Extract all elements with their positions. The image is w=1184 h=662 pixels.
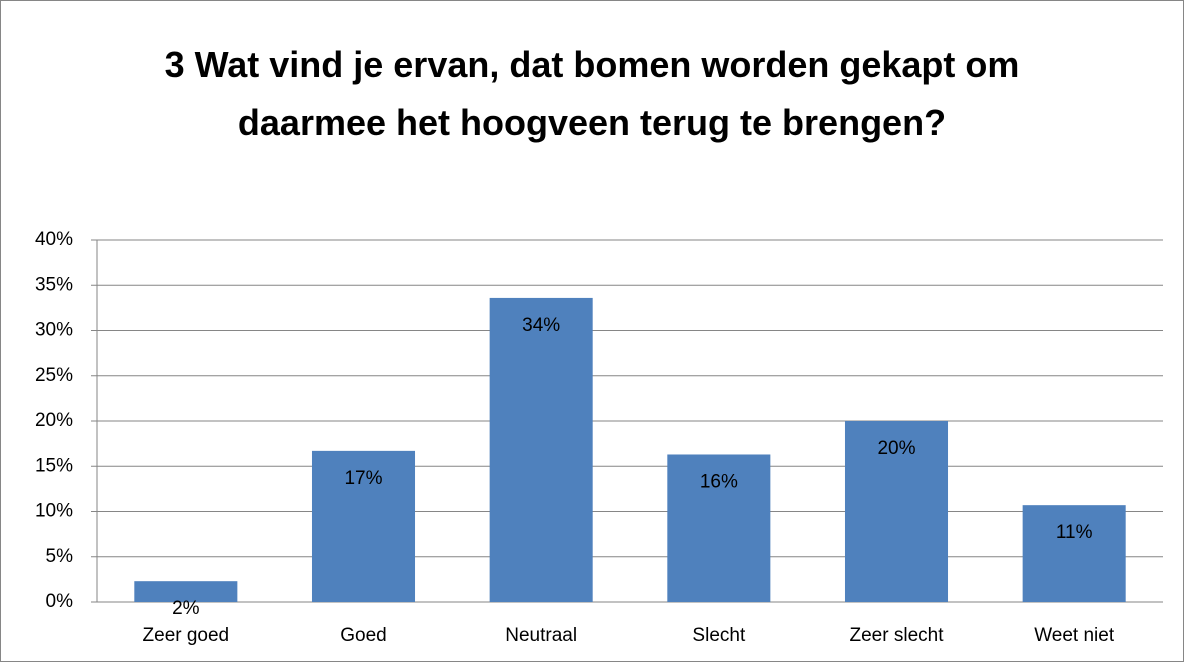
bar <box>667 454 771 602</box>
value-label: 11% <box>1056 522 1093 543</box>
y-tick-label: 5% <box>46 546 74 567</box>
value-label: 16% <box>700 472 738 493</box>
y-tick-label: 40% <box>35 229 73 250</box>
value-label: 17% <box>344 468 382 489</box>
y-tick-label: 0% <box>46 591 74 612</box>
bar <box>311 450 416 602</box>
x-tick-label: Zeer goed <box>143 625 230 646</box>
value-label: 2% <box>172 598 200 619</box>
y-tick-label: 35% <box>35 274 73 295</box>
x-tick-label: Goed <box>340 625 386 646</box>
y-tick-label: 25% <box>35 365 73 386</box>
y-tick-label: 20% <box>35 410 73 431</box>
x-tick-label: Neutraal <box>505 625 577 646</box>
bar <box>1022 505 1126 602</box>
bar <box>489 297 593 602</box>
x-tick-label: Slecht <box>692 625 746 646</box>
y-tick-label: 10% <box>35 501 73 522</box>
bar <box>844 421 949 602</box>
y-tick-label: 15% <box>35 455 73 476</box>
y-tick-label: 30% <box>35 320 73 341</box>
chart-title: 3 Wat vind je ervan, dat bomen worden ge… <box>164 44 1020 143</box>
x-tick-label: Zeer slecht <box>850 625 945 646</box>
bar <box>134 581 238 602</box>
value-label: 20% <box>877 438 915 459</box>
x-tick-label: Weet niet <box>1034 625 1115 646</box>
value-label: 34% <box>522 315 560 336</box>
